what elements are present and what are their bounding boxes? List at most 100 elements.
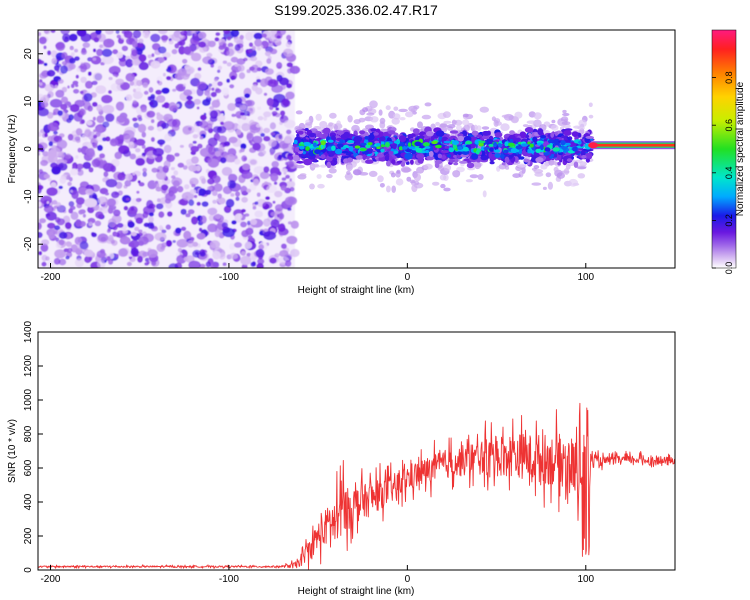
band-core-spot (320, 144, 324, 149)
noise-blob (96, 104, 103, 112)
snr-y-ticks: 0 200 400 600 800 1000 1200 1400 (23, 320, 43, 573)
band-blob (501, 162, 506, 166)
band-blob (571, 131, 579, 138)
noise-blob (250, 64, 259, 73)
noise-blob (130, 231, 137, 237)
noise-blob (67, 181, 72, 187)
band-core-spot (493, 141, 498, 148)
noise-blob (46, 69, 56, 77)
noise-blob (270, 151, 274, 156)
noise-blob (261, 33, 267, 38)
noise-blob (163, 102, 170, 109)
noise-blob (54, 84, 58, 89)
noise-blob (280, 84, 286, 90)
band-halo-blob (312, 163, 320, 168)
band-blob (336, 130, 344, 135)
band-blob (379, 136, 386, 142)
band-blob (519, 131, 527, 139)
noise-blob (218, 197, 226, 205)
noise-blob (150, 119, 155, 124)
band-blob (481, 130, 491, 136)
noise-blob (129, 67, 135, 72)
noise-blob (159, 225, 163, 230)
band-blob (405, 161, 410, 165)
noise-blob (254, 201, 259, 205)
spectrogram-y-label: Frequency (Hz) (7, 115, 18, 184)
band-blob (557, 161, 561, 166)
noise-blob (172, 240, 176, 243)
band-halo-blob (369, 116, 379, 123)
noise-blob (277, 171, 282, 176)
band-halo-blob (368, 170, 378, 177)
noise-blob (289, 187, 295, 192)
noise-blob (164, 116, 170, 122)
band-halo-blob (505, 166, 510, 170)
noise-blob (154, 182, 160, 189)
noise-blob (246, 132, 254, 142)
band-blob (441, 155, 447, 160)
noise-blob (52, 200, 58, 205)
noise-blob (136, 80, 143, 87)
band-core-spot (303, 141, 311, 147)
band-core-spot (331, 145, 336, 151)
noise-blob (121, 45, 129, 52)
noise-blob (227, 42, 234, 48)
band-halo-blob (461, 119, 470, 126)
band-core-spot (497, 143, 502, 148)
band-halo-blob (442, 111, 451, 118)
band-blob (410, 159, 414, 165)
band-halo-blob (400, 166, 411, 173)
snr-y-tick-label: 1000 (23, 388, 34, 411)
noise-blob (229, 243, 235, 250)
noise-blob (101, 94, 113, 104)
band-halo-blob (456, 124, 462, 131)
spectrogram-x-tick-label: 100 (577, 272, 594, 283)
noise-blob (79, 63, 88, 73)
band-core-spot (398, 146, 404, 151)
noise-blob (227, 103, 236, 111)
noise-blob (182, 165, 188, 170)
noise-blob (70, 52, 75, 57)
noise-blob (65, 241, 73, 248)
spectrogram-steady-tone (588, 141, 675, 150)
band-blob (430, 136, 435, 142)
noise-blob (101, 48, 113, 58)
band-halo-blob (435, 121, 440, 126)
noise-blob (82, 161, 92, 170)
band-core-spot (348, 146, 354, 152)
noise-blob (112, 49, 119, 55)
band-core-spot (327, 139, 334, 143)
noise-blob (214, 150, 221, 157)
band-core-spot (380, 148, 385, 153)
noise-blob (96, 115, 105, 124)
noise-blob (69, 46, 74, 51)
noise-blob (263, 111, 272, 118)
noise-blob (175, 227, 182, 234)
noise-blob (57, 79, 64, 84)
noise-blob (270, 219, 280, 229)
noise-blob (104, 192, 110, 196)
noise-blob (111, 191, 120, 199)
noise-blob (83, 249, 94, 257)
noise-blob (75, 163, 84, 170)
band-core-spot (443, 140, 451, 144)
band-core-spot (527, 148, 531, 154)
band-halo-blob (395, 178, 404, 186)
noise-blob (116, 115, 127, 123)
band-blob (434, 159, 443, 164)
band-halo-blob (413, 173, 421, 182)
band-halo-blob (417, 121, 423, 129)
snr-y-tick-label: 200 (23, 527, 34, 544)
noise-blob (189, 177, 199, 186)
noise-blob (230, 30, 240, 38)
band-blob (343, 131, 351, 138)
noise-blob (61, 86, 68, 93)
band-core-spot (431, 140, 438, 145)
noise-blob (93, 134, 98, 139)
noise-blob (180, 30, 188, 36)
band-halo-blob (328, 122, 334, 127)
noise-blob (49, 98, 63, 108)
band-halo-blob (362, 107, 369, 113)
band-blob (428, 151, 434, 157)
noise-blob (68, 33, 78, 42)
